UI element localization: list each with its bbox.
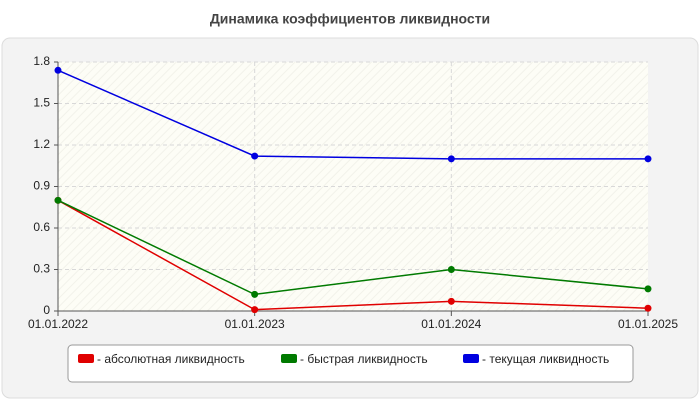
legend-swatch — [78, 354, 94, 363]
data-point — [644, 304, 652, 312]
y-tick-label: 0.3 — [33, 262, 50, 276]
data-point — [447, 155, 455, 163]
y-tick-label: 1.5 — [33, 96, 50, 110]
x-tick-label: 01.01.2025 — [618, 317, 678, 331]
data-point — [447, 266, 455, 273]
data-point — [54, 196, 62, 204]
data-point — [447, 297, 455, 305]
legend-swatch — [463, 354, 479, 363]
legend — [67, 344, 634, 383]
data-point — [251, 152, 259, 160]
data-point — [644, 155, 652, 163]
y-tick-label: 1.2 — [33, 137, 50, 151]
x-tick-label: 01.01.2024 — [421, 317, 481, 331]
y-tick-label: 0 — [43, 303, 50, 317]
series-line — [57, 199, 649, 296]
legend-label: - абсолютная ликвидность — [97, 352, 245, 366]
series-line — [57, 69, 648, 160]
x-tick-label: 01.01.2023 — [225, 317, 285, 331]
y-tick-label: 1.8 — [33, 54, 50, 68]
y-tick-label: 0.6 — [33, 220, 50, 234]
data-point — [54, 66, 62, 74]
legend-label: - текущая ликвидность — [482, 352, 609, 366]
y-tick-label: 0.9 — [33, 179, 50, 193]
legend-label: - быстрая ликвидность — [300, 352, 428, 366]
data-point — [251, 306, 259, 314]
data-point — [251, 290, 259, 298]
x-tick-label: 01.01.2022 — [28, 317, 88, 331]
chart-title: Динамика коэффициентов ликвидности — [210, 11, 490, 27]
legend-swatch — [281, 354, 297, 363]
data-point — [644, 285, 652, 293]
series-line — [57, 199, 649, 311]
